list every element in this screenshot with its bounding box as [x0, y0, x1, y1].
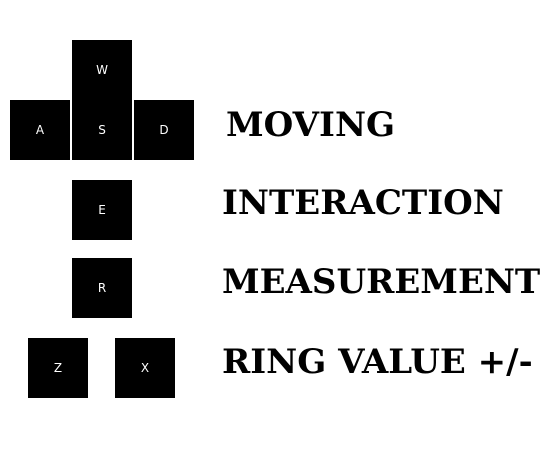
key-a-label: A [35, 123, 45, 137]
key-a: A [10, 100, 70, 160]
key-s: S [72, 100, 132, 160]
key-e: E [72, 180, 132, 240]
key-s-label: S [98, 123, 106, 137]
key-r: R [72, 258, 132, 318]
key-w-label: W [96, 63, 108, 77]
label-moving: MOVING [226, 105, 396, 145]
key-z: Z [28, 338, 88, 398]
key-z-label: Z [53, 361, 63, 375]
key-w: W [72, 40, 132, 100]
key-e-label: E [98, 203, 106, 217]
key-r-label: R [97, 281, 107, 295]
label-ring-value: RING VALUE +/- [222, 342, 533, 382]
label-interaction: INTERACTION [222, 183, 504, 223]
key-x-label: X [140, 361, 150, 375]
label-measurement: MEASUREMENT [222, 262, 541, 302]
key-d-label: D [159, 123, 169, 137]
key-d: D [134, 100, 194, 160]
key-x: X [115, 338, 175, 398]
